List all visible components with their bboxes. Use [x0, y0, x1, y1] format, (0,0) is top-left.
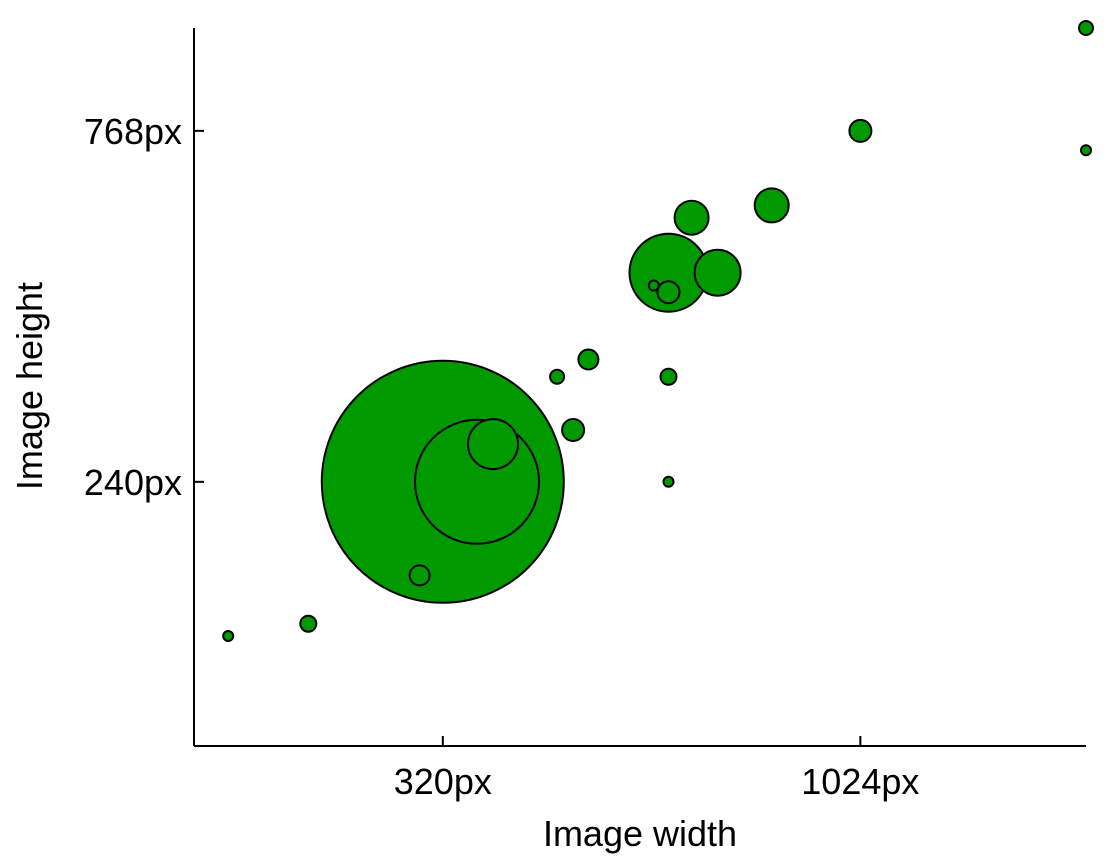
x-tick-label: 1024px [801, 761, 919, 802]
data-point [662, 475, 675, 488]
data-point [673, 199, 710, 236]
data-point [549, 368, 566, 385]
x-tick-label: 320px [394, 761, 492, 802]
data-point [659, 367, 678, 386]
data-point [1078, 20, 1094, 36]
data-point [467, 418, 519, 471]
axis-ticks: 320px 1024px 240px 768px [84, 111, 919, 802]
data-point [577, 348, 600, 371]
data-point [561, 418, 586, 442]
data-point [408, 564, 431, 587]
data-point [222, 630, 235, 642]
data-point [299, 614, 318, 633]
data-point [1080, 144, 1092, 157]
x-axis-title: Image width [543, 813, 737, 854]
data-point [647, 279, 660, 292]
y-tick-label: 240px [84, 462, 182, 503]
data-point [753, 187, 790, 224]
y-tick-label: 768px [84, 111, 182, 152]
data-point [656, 280, 681, 305]
data-point [848, 118, 873, 143]
bubbles [222, 20, 1094, 642]
data-point [693, 248, 742, 297]
y-axis-title: Image height [9, 282, 50, 490]
